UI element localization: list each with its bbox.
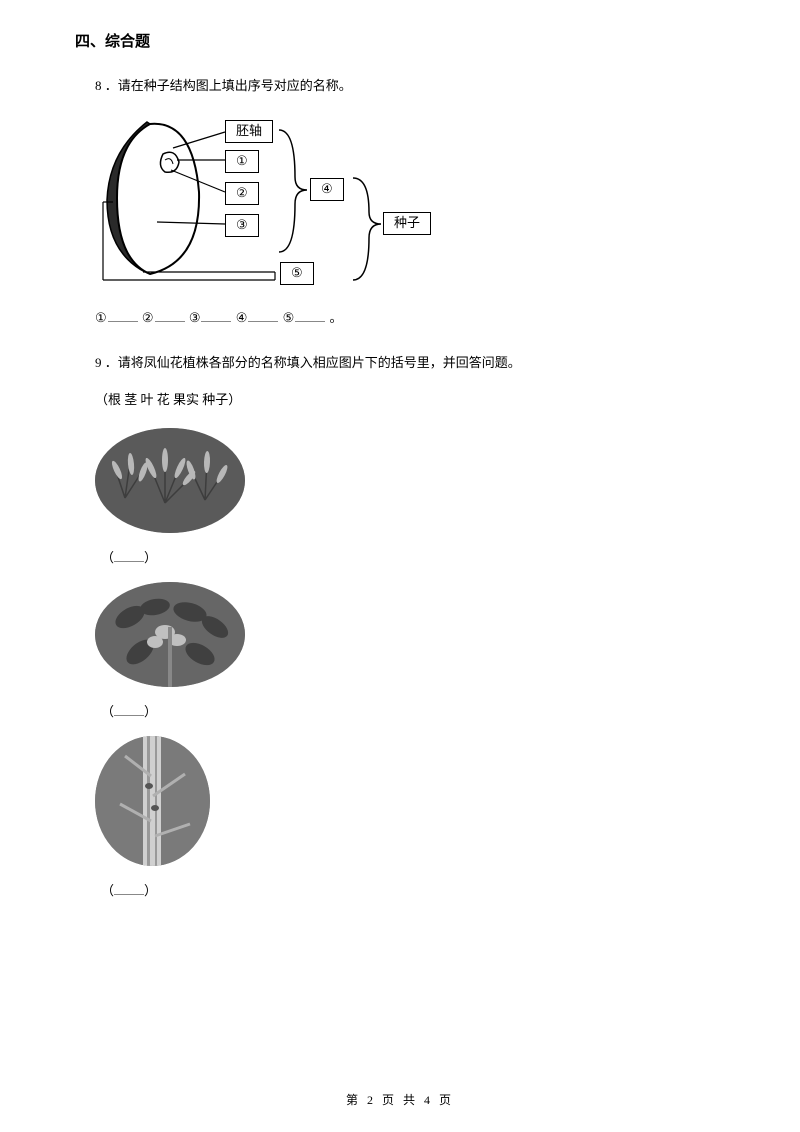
b4-label: ④ <box>236 310 249 325</box>
plant-oval-3 <box>95 736 210 866</box>
plant-block-1: （） <box>95 428 725 566</box>
plant-oval-1 <box>95 428 245 533</box>
q8-prompt: 8 ．请在种子结构图上填出序号对应的名称。 <box>95 75 725 94</box>
b5-label: ⑤ <box>283 310 296 325</box>
plant-block-3: （） <box>95 736 725 899</box>
b5-blank[interactable] <box>295 308 325 322</box>
paren-close-2: ） <box>144 704 157 719</box>
plant-block-2: （） <box>95 582 725 720</box>
q8-blanks-row: ① ② ③ ④ ⑤ 。 <box>95 307 725 326</box>
b4-blank[interactable] <box>248 308 278 322</box>
label-seed: 种子 <box>383 212 431 235</box>
paren-open-2: （ <box>101 704 114 719</box>
paren-close-1: ） <box>144 550 157 565</box>
answer-2: （） <box>101 701 725 720</box>
label-c2: ② <box>225 182 259 205</box>
blank-2[interactable] <box>114 704 144 716</box>
label-c1: ① <box>225 150 259 173</box>
answer-3: （） <box>101 880 725 899</box>
paren-open-3: （ <box>101 883 114 898</box>
b3-blank[interactable] <box>201 308 231 322</box>
q9-prompt: 9 ．请将凤仙花植株各部分的名称填入相应图片下的括号里，并回答问题。 <box>95 352 725 371</box>
label-c4: ④ <box>310 178 344 201</box>
answer-1: （） <box>101 547 725 566</box>
blank-3[interactable] <box>114 883 144 895</box>
end-punct: 。 <box>330 310 344 325</box>
section-heading: 四、综合题 <box>75 30 725 51</box>
b2-blank[interactable] <box>155 308 185 322</box>
blank-1[interactable] <box>114 550 144 562</box>
label-top: 胚轴 <box>225 120 273 143</box>
paren-close-3: ） <box>144 883 157 898</box>
b3-label: ③ <box>189 310 202 325</box>
plant-oval-2 <box>95 582 245 687</box>
seed-structure-diagram: 胚轴 ① ② ③ ④ ⑤ 种子 <box>95 112 435 287</box>
b1-blank[interactable] <box>108 308 138 322</box>
b1-label: ① <box>95 310 108 325</box>
q9-wordbank: （根 茎 叶 花 果实 种子） <box>95 389 725 408</box>
label-c3: ③ <box>225 214 259 237</box>
label-c5: ⑤ <box>280 262 314 285</box>
page-footer: 第 2 页 共 4 页 <box>0 1091 800 1108</box>
b2-label: ② <box>142 310 155 325</box>
paren-open-1: （ <box>101 550 114 565</box>
